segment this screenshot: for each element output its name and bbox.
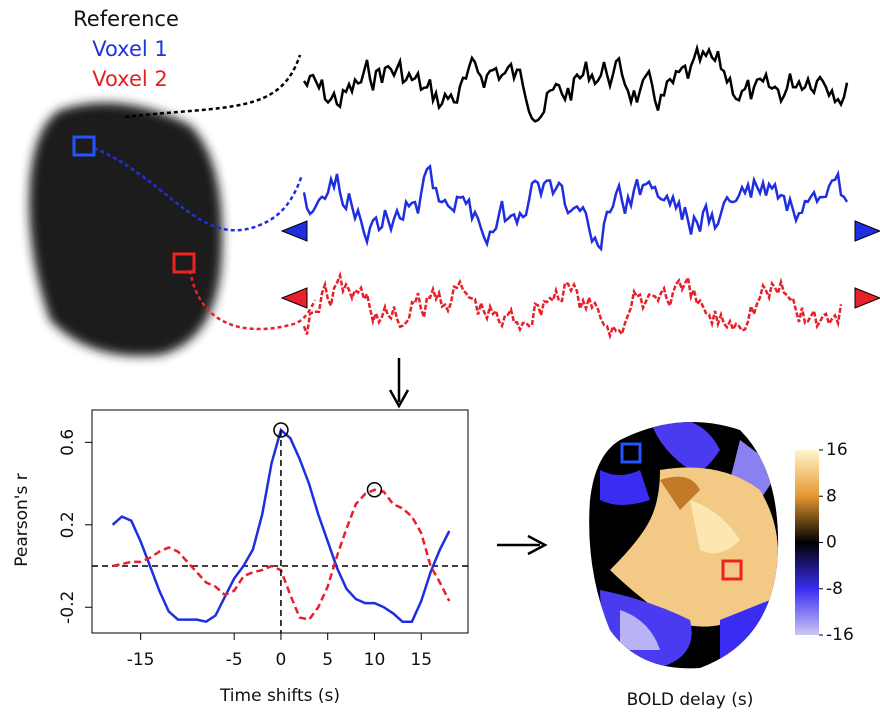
legend-reference: Reference <box>73 7 179 31</box>
x-tick-label: 10 <box>364 650 386 670</box>
connector <box>93 146 304 232</box>
roi-voxel1 <box>620 442 642 464</box>
colorbar <box>795 450 819 635</box>
trace <box>302 43 849 123</box>
roi-voxel2 <box>172 252 196 274</box>
x-tick-label: 15 <box>410 650 432 670</box>
x-tick-label: 0 <box>276 650 287 670</box>
colorbar-tick-label: -16 <box>826 625 854 645</box>
marker <box>854 287 880 309</box>
trace <box>302 270 843 340</box>
marker <box>854 220 880 242</box>
connector <box>124 54 302 119</box>
colorbar-tick-label: 16 <box>826 440 848 460</box>
colorbar-tick-label: 0 <box>826 533 837 553</box>
x-tick-label: -5 <box>226 650 243 670</box>
y-tick-label: 0.6 <box>58 429 78 456</box>
x-tick-label: 5 <box>322 650 333 670</box>
delay-map <box>589 422 779 669</box>
x-tick-label: -15 <box>127 650 155 670</box>
marker <box>280 287 308 309</box>
trace <box>302 163 849 252</box>
colorbar-tick-label: 8 <box>826 486 837 506</box>
colorbar-tick-label: -8 <box>826 579 843 599</box>
peak-marker <box>366 482 383 498</box>
colorbar-label: BOLD delay (s) <box>627 690 754 710</box>
plot-frame <box>91 409 469 634</box>
y-tick-label: 0.2 <box>58 511 78 538</box>
traces <box>302 43 849 340</box>
legend-voxel1: Voxel 1 <box>92 37 168 61</box>
marker <box>280 220 308 242</box>
connector <box>188 269 317 331</box>
arrow <box>497 534 548 556</box>
brain <box>29 102 223 357</box>
arrow <box>388 358 410 409</box>
roi-voxel2 <box>721 559 743 581</box>
peak-marker <box>273 422 289 438</box>
y-tick-label: -0.2 <box>58 591 78 624</box>
y-axis-label: Pearson's r <box>12 473 32 566</box>
roi-voxel1 <box>72 135 96 157</box>
legend-voxel2: Voxel 2 <box>92 67 168 91</box>
x-axis-label: Time shifts (s) <box>219 686 340 706</box>
